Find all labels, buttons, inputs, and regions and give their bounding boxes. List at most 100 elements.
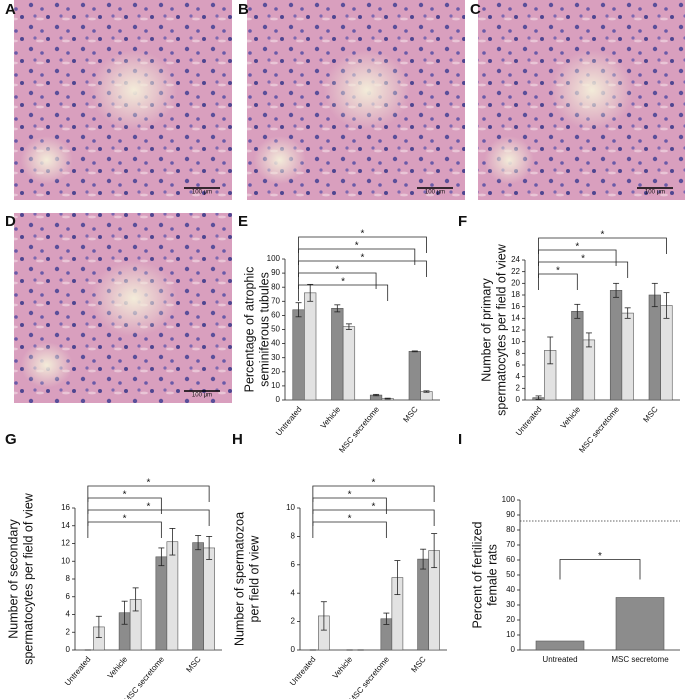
error-bar — [585, 332, 592, 348]
significance-bracket — [298, 260, 427, 277]
bar — [571, 311, 584, 401]
y-tick-label: 4 — [516, 372, 521, 381]
significance-label: * — [147, 502, 151, 513]
error-bar — [431, 533, 438, 569]
significance-bracket — [87, 521, 162, 538]
x-tick-label: Untreated — [63, 655, 92, 688]
panel-letter: B — [238, 1, 249, 18]
y-tick-label: 10 — [511, 337, 520, 346]
y-tick-label: 16 — [511, 302, 520, 311]
tubule-lumen — [253, 136, 306, 184]
significance-bracket — [538, 249, 617, 266]
y-tick-label: 2 — [291, 617, 296, 626]
error-bar — [158, 547, 165, 567]
error-bar — [663, 292, 670, 319]
significance-bracket — [312, 509, 435, 526]
panel-letter: H — [232, 431, 243, 448]
y-axis-label: spermatocytes per field of view — [494, 243, 508, 416]
bar — [615, 597, 665, 651]
y-tick-label: 2 — [516, 383, 521, 392]
significance-label: * — [147, 478, 151, 489]
significance-label: * — [335, 265, 339, 276]
error-bar — [423, 390, 430, 393]
y-tick-label: 0 — [511, 645, 516, 654]
significance-label: * — [372, 502, 376, 513]
panel-letter: G — [5, 431, 17, 448]
panel-letter: I — [458, 431, 462, 448]
x-tick-label: Vehicle — [106, 654, 130, 680]
significance-label: * — [556, 266, 560, 277]
significance-label: * — [123, 490, 127, 501]
error-bar — [95, 615, 102, 638]
x-tick-label: MSC secretome — [122, 654, 166, 699]
y-tick-label: 20 — [506, 615, 515, 624]
tubule-lumen — [323, 50, 411, 130]
significance-bracket — [559, 559, 641, 580]
y-axis-label: seminiferous tubules — [257, 272, 271, 387]
bar — [304, 292, 317, 401]
y-tick-label: 10 — [271, 381, 280, 390]
y-tick-label: 90 — [271, 268, 280, 277]
bar — [342, 326, 356, 401]
y-tick-label: 30 — [271, 353, 280, 362]
x-tick-label: MSC secretome — [611, 655, 669, 664]
bar — [535, 640, 585, 651]
bar — [155, 556, 168, 651]
y-tick-label: 90 — [506, 510, 515, 519]
x-tick-label: MSC secretome — [347, 654, 391, 699]
bar — [292, 309, 305, 401]
x-tick-label: Untreated — [288, 655, 317, 688]
bar — [609, 290, 623, 401]
significance-bracket — [312, 521, 387, 538]
x-tick-label: MSC secretome — [577, 404, 621, 454]
bar — [420, 391, 433, 401]
significance-bracket — [87, 485, 210, 502]
error-bar — [547, 336, 554, 365]
scale-bar-label: 100 μm — [425, 190, 445, 196]
bar — [408, 351, 421, 401]
y-tick-label: 80 — [271, 282, 280, 291]
x-tick-label: MSC secretome — [337, 404, 381, 454]
tubule-lumen — [90, 260, 178, 337]
y-tick-label: 16 — [61, 503, 70, 512]
y-tick-label: 40 — [271, 339, 280, 348]
bar — [582, 339, 596, 401]
y-tick-label: 22 — [511, 267, 520, 276]
error-bar — [613, 282, 620, 298]
y-tick-label: 10 — [286, 503, 295, 512]
significance-label: * — [598, 551, 602, 562]
significance-bracket — [87, 497, 162, 514]
y-tick-label: 70 — [506, 540, 515, 549]
error-bar — [420, 548, 427, 570]
significance-label: * — [355, 241, 359, 252]
significance-label: * — [581, 254, 585, 265]
y-axis-label: Number of primary — [479, 278, 493, 382]
y-tick-label: 0 — [66, 645, 71, 654]
x-tick-label: Vehicle — [559, 404, 583, 430]
bar — [192, 542, 204, 651]
x-tick-label: Untreated — [542, 655, 577, 664]
x-tick-label: Vehicle — [319, 404, 343, 430]
y-tick-label: 20 — [271, 367, 280, 376]
significance-bracket — [538, 261, 629, 278]
x-tick-label: MSC — [184, 655, 202, 675]
x-tick-label: MSC — [641, 405, 659, 425]
error-bar — [132, 587, 139, 612]
panel-letter: F — [458, 213, 467, 230]
bar — [660, 305, 673, 401]
y-tick-label: 60 — [271, 311, 280, 320]
significance-label: * — [601, 230, 605, 241]
y-tick-label: 100 — [502, 495, 516, 504]
significance-label: * — [361, 253, 365, 264]
x-tick-label: Untreated — [274, 405, 303, 438]
significance-label: * — [361, 229, 365, 240]
significance-bracket — [538, 237, 667, 254]
scale-bar-label: 100 μm — [192, 393, 212, 399]
x-tick-label: MSC — [401, 405, 419, 425]
error-bar — [384, 397, 391, 400]
y-axis-label: Number of spermatozoa — [232, 512, 246, 646]
y-tick-label: 70 — [271, 296, 280, 305]
error-bar — [535, 395, 542, 400]
y-axis-label: spermatocytes per field of view — [21, 492, 35, 665]
y-tick-label: 14 — [511, 313, 520, 322]
